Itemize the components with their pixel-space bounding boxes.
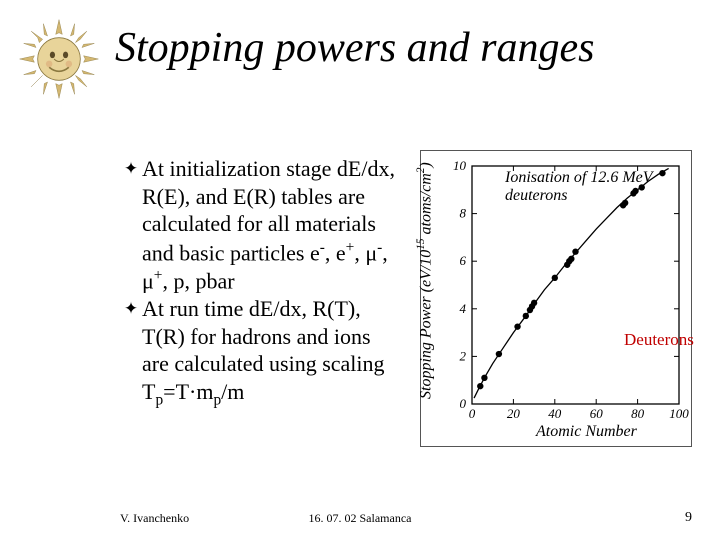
svg-text:60: 60 [590, 406, 604, 421]
chart-xlabel: Atomic Number [536, 423, 637, 441]
svg-text:4: 4 [460, 301, 467, 316]
svg-text:0: 0 [460, 396, 467, 411]
svg-text:2: 2 [460, 348, 467, 363]
svg-text:8: 8 [460, 206, 467, 221]
bullet-star-icon: ✦ [120, 295, 142, 323]
svg-text:20: 20 [507, 406, 521, 421]
chart-annotation: Ionisation of 12.6 MeV deuterons [505, 169, 691, 205]
svg-text:10: 10 [453, 158, 467, 173]
bullet-list: ✦ At initialization stage dE/dx, R(E), a… [120, 155, 400, 409]
stopping-power-chart: 0 20 40 60 80 100 0 2 4 6 8 10 Ionisation of 12.6 M… [420, 150, 692, 447]
bullet-star-icon: ✦ [120, 155, 142, 183]
sun-face-icon [18, 18, 100, 100]
slide-title: Stopping powers and ranges [115, 24, 595, 72]
footer-page-number: 9 [685, 510, 692, 526]
bullet-item: ✦ At run time dE/dx, R(T), T(R) for hadr… [120, 295, 400, 409]
svg-text:40: 40 [548, 406, 562, 421]
deuterons-side-label: Deuterons [624, 330, 694, 350]
bullet-text: At initialization stage dE/dx, R(E), and… [142, 155, 400, 295]
bullet-item: ✦ At initialization stage dE/dx, R(E), a… [120, 155, 400, 295]
svg-text:80: 80 [631, 406, 645, 421]
footer-date-place: 16. 07. 02 Salamanca [0, 511, 720, 526]
bullet-text: At run time dE/dx, R(T), T(R) for hadron… [142, 295, 400, 409]
svg-text:0: 0 [469, 406, 476, 421]
chart-ylabel: Stopping Power (eV/1015 atoms/cm2) [415, 159, 435, 399]
svg-text:100: 100 [669, 406, 689, 421]
svg-text:6: 6 [460, 253, 467, 268]
